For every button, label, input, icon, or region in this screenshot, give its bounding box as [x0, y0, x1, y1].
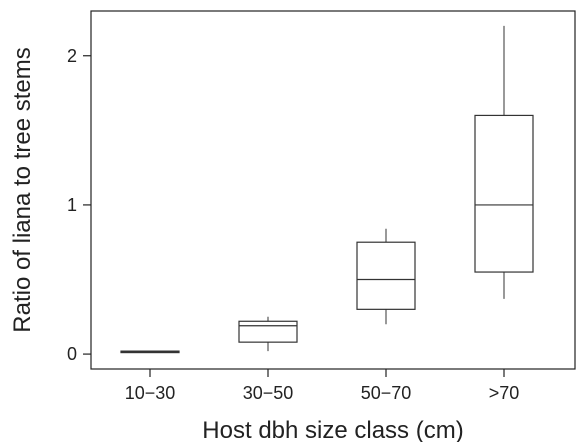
- box-iqr: [356, 241, 416, 310]
- x-tick-label: 50−70: [361, 383, 412, 403]
- box-1: [120, 350, 180, 354]
- y-axis-title: Ratio of liana to tree stems: [9, 47, 36, 332]
- x-tick-label: >70: [489, 383, 520, 403]
- plot-frame: [90, 10, 576, 370]
- box-iqr: [474, 114, 534, 273]
- x-tick-label: 30−50: [243, 383, 294, 403]
- box-series: [120, 25, 534, 354]
- box-2: [238, 316, 298, 352]
- y-axis: 0 1 2: [67, 46, 91, 364]
- box-3: [356, 228, 416, 325]
- x-axis: 10−30 30−50 50−70 >70: [125, 369, 520, 403]
- x-axis-title: Host dbh size class (cm): [202, 417, 463, 442]
- box-4: [474, 25, 534, 299]
- box-iqr: [238, 320, 298, 343]
- y-tick-label: 2: [67, 46, 77, 66]
- y-tick-label: 1: [67, 195, 77, 215]
- y-tick-label: 0: [67, 344, 77, 364]
- x-tick-label: 10−30: [125, 383, 176, 403]
